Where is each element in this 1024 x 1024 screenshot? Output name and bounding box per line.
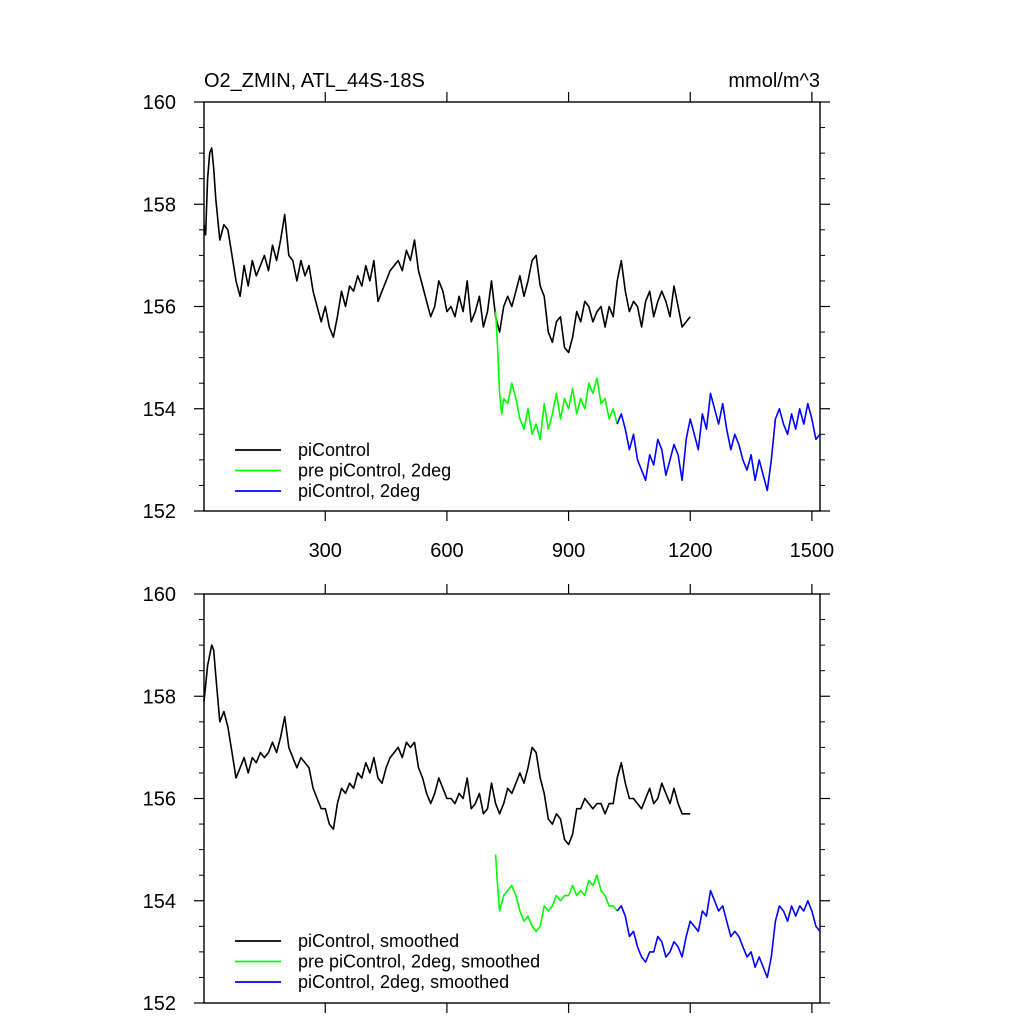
y-tick-label: 152	[143, 993, 176, 1015]
series-lines	[203, 147, 821, 492]
legend-label: piControl, smoothed	[298, 931, 459, 951]
axis-ticks: 152 154 156 158 160	[143, 584, 830, 1015]
axis-ticks: 152 154 156 158 160 300 600 900 1200 1500	[143, 92, 835, 562]
y-tick-label: 158	[143, 686, 176, 708]
top-panel: O2_ZMIN, ATL_44S-18S mmol/m^3 1521541561…	[143, 70, 835, 562]
series-line-1	[494, 311, 618, 441]
y-tick-label: 156	[143, 297, 176, 319]
series-lines	[203, 644, 821, 979]
legend-label: piControl, 2deg	[298, 481, 420, 501]
chart-title: O2_ZMIN, ATL_44S-18S	[204, 70, 425, 92]
series-line-2	[616, 392, 821, 492]
legend-label: pre piControl, 2deg	[298, 461, 451, 481]
y-tick-label: 158	[143, 194, 176, 216]
y-tick-label: 154	[143, 891, 176, 913]
legend-label: piControl	[298, 440, 370, 460]
series-line-0	[203, 644, 691, 846]
legend-label: piControl, 2deg, smoothed	[298, 972, 509, 992]
x-tick-label: 900	[552, 540, 585, 562]
x-tick-label: 300	[309, 540, 342, 562]
series-line-1	[494, 854, 618, 933]
series-line-2	[616, 889, 821, 979]
y-tick-label: 156	[143, 789, 176, 811]
x-tick-label: 600	[430, 540, 463, 562]
units-label: mmol/m^3	[728, 70, 820, 92]
y-tick-label: 160	[143, 584, 176, 606]
y-tick-label: 160	[143, 92, 176, 114]
y-tick-label: 152	[143, 501, 176, 523]
legend-label: pre piControl, 2deg, smoothed	[298, 952, 540, 972]
x-tick-label: 1200	[668, 540, 713, 562]
plot-frame	[203, 593, 821, 1004]
x-tick-label: 1500	[790, 540, 835, 562]
y-tick-label: 154	[143, 399, 176, 421]
series-line-0	[203, 147, 691, 354]
